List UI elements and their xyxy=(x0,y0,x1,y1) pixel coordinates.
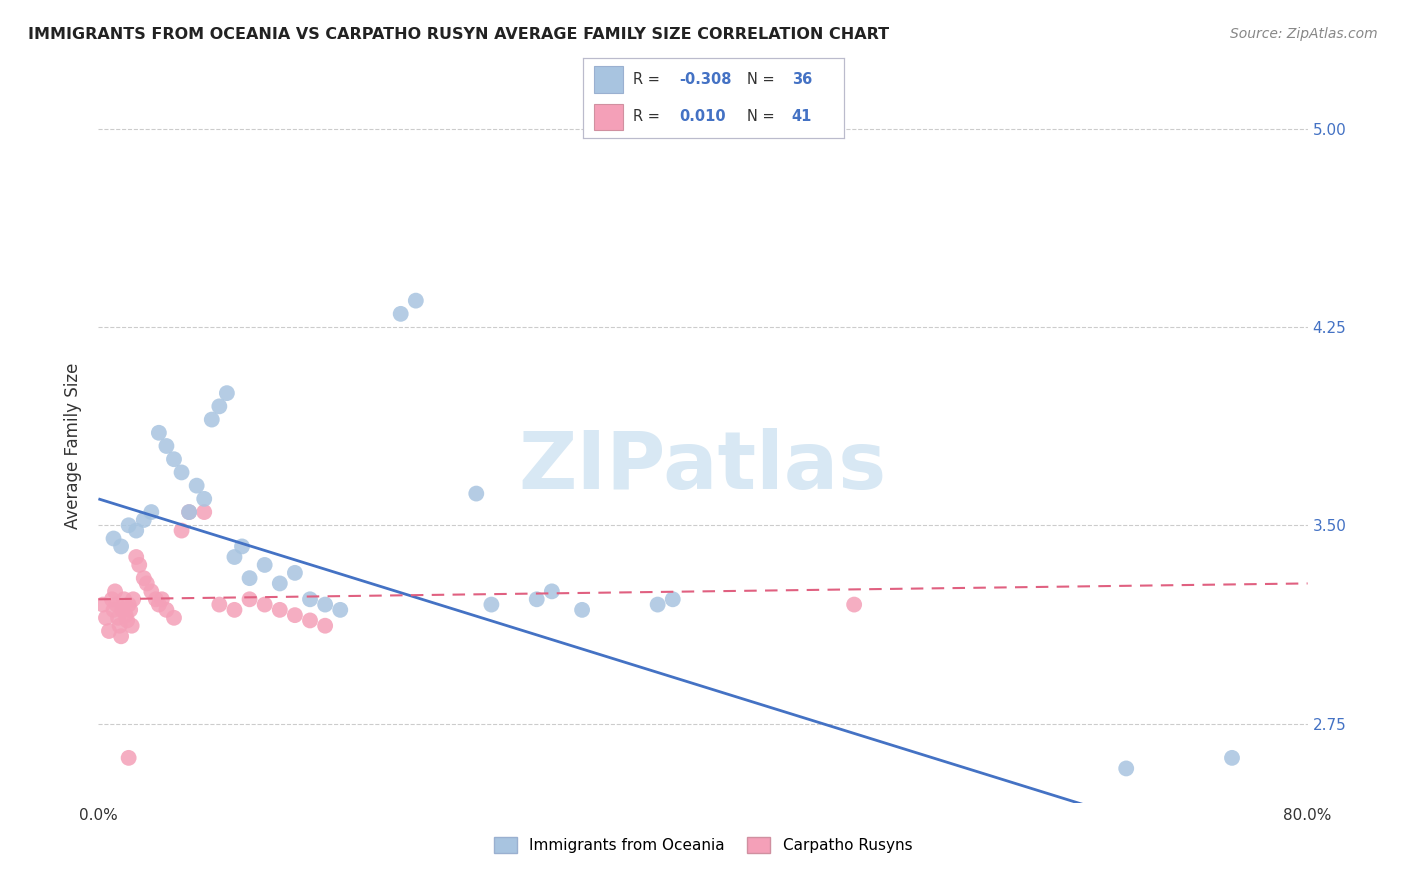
Point xyxy=(253,598,276,612)
Point xyxy=(405,293,427,308)
Point xyxy=(224,549,246,564)
Point xyxy=(224,603,246,617)
Point xyxy=(98,624,121,638)
Point xyxy=(314,598,336,612)
Point xyxy=(112,592,135,607)
Point xyxy=(269,603,291,617)
Point xyxy=(179,505,201,519)
Point xyxy=(122,592,145,607)
Point xyxy=(253,558,276,572)
Point xyxy=(120,603,142,617)
Point xyxy=(186,478,208,492)
Point xyxy=(208,598,231,612)
Text: 36: 36 xyxy=(792,71,811,87)
Point xyxy=(284,566,307,580)
Point xyxy=(108,618,131,632)
Point xyxy=(105,598,128,612)
Point xyxy=(110,629,132,643)
Point xyxy=(114,608,136,623)
Text: -0.308: -0.308 xyxy=(679,71,733,87)
Point xyxy=(526,592,548,607)
Point xyxy=(299,592,322,607)
Point xyxy=(201,412,224,426)
Legend: Immigrants from Oceania, Carpatho Rusyns: Immigrants from Oceania, Carpatho Rusyns xyxy=(488,831,918,859)
Point xyxy=(481,598,503,612)
Point xyxy=(132,513,155,527)
Point xyxy=(111,603,134,617)
Point xyxy=(571,603,593,617)
Point xyxy=(661,592,683,607)
Point xyxy=(193,491,215,506)
Point xyxy=(132,571,155,585)
Point xyxy=(110,540,132,554)
Point xyxy=(103,532,125,546)
Point xyxy=(145,592,167,607)
Point xyxy=(155,439,177,453)
Point xyxy=(329,603,352,617)
Text: Source: ZipAtlas.com: Source: ZipAtlas.com xyxy=(1230,27,1378,41)
Point xyxy=(115,614,138,628)
Point xyxy=(148,598,170,612)
Point xyxy=(125,524,148,538)
Text: 0.010: 0.010 xyxy=(679,110,727,125)
Point xyxy=(118,751,141,765)
Point xyxy=(231,540,253,554)
Point xyxy=(135,576,157,591)
Point xyxy=(1220,751,1243,765)
Point xyxy=(269,576,291,591)
Point xyxy=(239,571,262,585)
Point xyxy=(647,598,669,612)
Point xyxy=(128,558,150,572)
Point xyxy=(844,598,866,612)
Point xyxy=(389,307,412,321)
Point xyxy=(148,425,170,440)
Point xyxy=(179,505,201,519)
Bar xyxy=(593,66,623,93)
Point xyxy=(465,486,488,500)
Point xyxy=(101,592,124,607)
Text: R =: R = xyxy=(633,110,659,125)
Text: 41: 41 xyxy=(792,110,811,125)
Point xyxy=(155,603,177,617)
Point xyxy=(215,386,238,401)
Point xyxy=(163,611,186,625)
Text: N =: N = xyxy=(748,110,775,125)
Y-axis label: Average Family Size: Average Family Size xyxy=(65,363,83,529)
Text: N =: N = xyxy=(748,71,775,87)
Point xyxy=(118,598,141,612)
Point xyxy=(125,549,148,564)
Point xyxy=(314,618,336,632)
Text: IMMIGRANTS FROM OCEANIA VS CARPATHO RUSYN AVERAGE FAMILY SIZE CORRELATION CHART: IMMIGRANTS FROM OCEANIA VS CARPATHO RUSY… xyxy=(28,27,889,42)
Point xyxy=(163,452,186,467)
Point xyxy=(104,584,127,599)
Point xyxy=(540,584,562,599)
Point xyxy=(121,618,143,632)
Text: R =: R = xyxy=(633,71,659,87)
Point xyxy=(91,598,114,612)
Point xyxy=(208,400,231,414)
Point xyxy=(170,524,193,538)
Point xyxy=(150,592,173,607)
Bar xyxy=(593,103,623,130)
Point xyxy=(118,518,141,533)
Point xyxy=(284,608,307,623)
Point xyxy=(94,611,117,625)
Point xyxy=(193,505,215,519)
Point xyxy=(299,614,322,628)
Point xyxy=(170,466,193,480)
Point xyxy=(239,592,262,607)
Point xyxy=(107,611,129,625)
Text: ZIPatlas: ZIPatlas xyxy=(519,428,887,507)
Point xyxy=(103,603,125,617)
Point xyxy=(141,505,163,519)
Point xyxy=(1115,761,1137,775)
Point xyxy=(141,584,163,599)
